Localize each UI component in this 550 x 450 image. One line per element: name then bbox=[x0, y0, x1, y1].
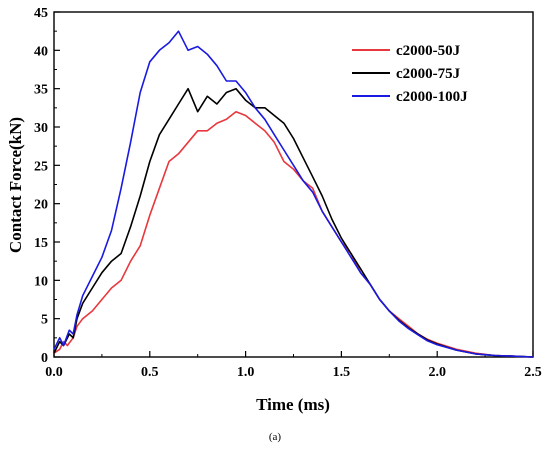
x-tick-label: 2.0 bbox=[428, 365, 446, 380]
legend-label-0: c2000-50J bbox=[396, 43, 461, 59]
y-tick-label: 30 bbox=[34, 121, 48, 136]
series-line-2 bbox=[53, 30, 534, 358]
x-tick-label: 1.5 bbox=[333, 365, 351, 380]
series-layer bbox=[53, 30, 534, 358]
x-axis-title: Time (ms) bbox=[256, 395, 330, 414]
y-tick-label: 20 bbox=[34, 198, 48, 213]
y-axis-title: Contact Force(kN) bbox=[6, 117, 25, 253]
legend-label-1: c2000-75J bbox=[396, 66, 461, 82]
y-tick-label: 15 bbox=[34, 236, 48, 251]
plot-frame bbox=[53, 11, 534, 358]
series-line-0 bbox=[53, 110, 534, 358]
figure-caption: (a) bbox=[269, 431, 282, 443]
y-tick-label: 5 bbox=[41, 313, 48, 328]
series-line-1 bbox=[53, 87, 534, 358]
legend-label-2: c2000-100J bbox=[396, 89, 468, 105]
x-tick-label: 2.5 bbox=[524, 365, 542, 380]
y-tick-label: 35 bbox=[34, 83, 48, 98]
y-tick-label: 10 bbox=[34, 274, 48, 289]
x-tick-label: 0.5 bbox=[141, 365, 159, 380]
y-tick-label: 40 bbox=[34, 44, 48, 59]
legend: c2000-50J c2000-75J c2000-100J bbox=[352, 43, 468, 105]
x-tick-label: 1.0 bbox=[237, 365, 255, 380]
y-tick-label: 25 bbox=[34, 159, 48, 174]
y-tick-label: 45 bbox=[34, 6, 48, 21]
y-tick-label: 0 bbox=[41, 351, 48, 366]
y-axis: 0 5 10 15 20 25 30 35 40 45 bbox=[34, 6, 60, 366]
x-axis: 0.0 0.5 1.0 1.5 2.0 2.5 bbox=[45, 351, 542, 380]
x-tick-label: 0.0 bbox=[45, 365, 63, 380]
